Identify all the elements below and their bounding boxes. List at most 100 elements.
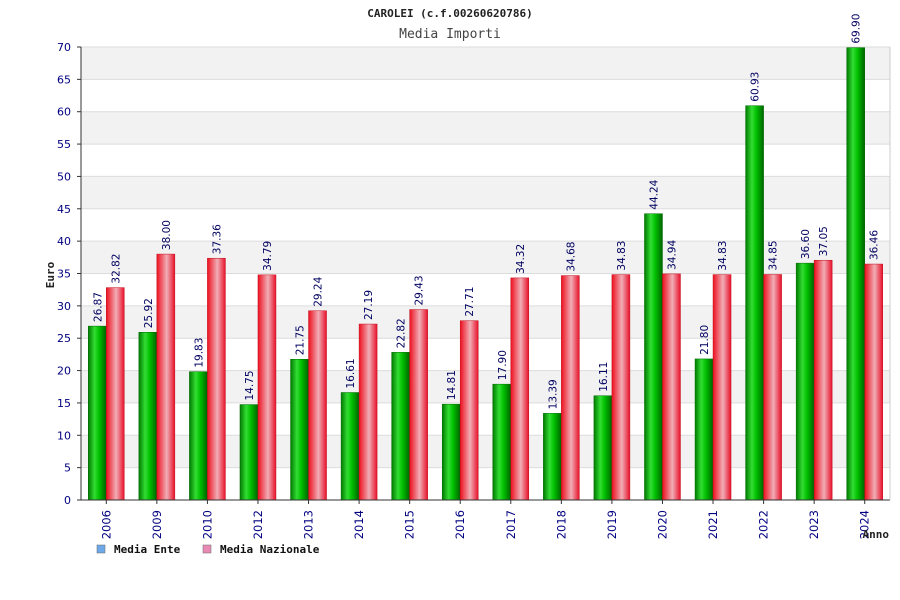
data-label: 37.05 bbox=[818, 226, 830, 256]
legend-label-media-ente: Media Ente bbox=[114, 543, 181, 556]
data-label: 16.61 bbox=[345, 358, 357, 388]
data-label: 38.00 bbox=[161, 220, 173, 250]
data-label: 44.24 bbox=[648, 179, 660, 209]
bar-media-ente-2013 bbox=[290, 358, 309, 501]
bar-media-ente-2023 bbox=[795, 262, 815, 501]
bar-media-ente-2021 bbox=[694, 358, 714, 501]
bar-media-nazionale-2024 bbox=[864, 263, 883, 501]
grid-band bbox=[81, 111, 890, 145]
chart-subtitle: Media Importi bbox=[399, 27, 501, 42]
axes bbox=[80, 47, 891, 501]
y-axis-ticks: 0 5 10 15 20 25 30 35 40 45 50 55 60 65 70 bbox=[57, 41, 81, 507]
bar-media-nazionale-2023 bbox=[813, 259, 833, 501]
bar-media-nazionale-2009 bbox=[156, 253, 176, 501]
data-label: 34.83 bbox=[616, 241, 628, 271]
y-tick-label: 15 bbox=[57, 397, 71, 410]
x-axis-label: Anno bbox=[863, 528, 890, 541]
bar-media-ente-2015 bbox=[391, 352, 410, 501]
data-label: 14.81 bbox=[446, 370, 458, 400]
x-tick-label: 2015 bbox=[403, 510, 417, 539]
data-label: 36.46 bbox=[869, 230, 881, 260]
bar-media-nazionale-2014 bbox=[358, 323, 378, 501]
bar-media-ente-2009 bbox=[138, 332, 158, 501]
y-tick-label: 55 bbox=[57, 138, 71, 151]
data-label: 32.82 bbox=[110, 254, 122, 284]
y-tick-label: 45 bbox=[57, 203, 71, 216]
bar-media-nazionale-2020 bbox=[662, 273, 681, 501]
bar-media-ente-2022 bbox=[745, 105, 764, 501]
bar-media-ente-2016 bbox=[441, 403, 461, 501]
data-label: 29.24 bbox=[313, 276, 325, 306]
bar-media-nazionale-2012 bbox=[257, 274, 277, 501]
x-tick-label: 2012 bbox=[251, 510, 265, 539]
x-tick-label: 2023 bbox=[807, 510, 821, 539]
data-label: 22.82 bbox=[396, 318, 408, 348]
bar-media-ente-2017 bbox=[492, 383, 512, 501]
x-tick-label: 2010 bbox=[200, 510, 214, 539]
x-tick-label: 2022 bbox=[757, 510, 771, 539]
y-tick-label: 10 bbox=[57, 429, 71, 442]
x-tick-label: 2017 bbox=[504, 510, 518, 539]
bar-media-nazionale-2017 bbox=[510, 277, 530, 501]
chart-title: CAROLEI (c.f.00260620786) bbox=[367, 7, 533, 20]
bar-media-ente-2014 bbox=[340, 392, 360, 501]
data-label: 26.87 bbox=[92, 292, 104, 322]
data-label: 21.80 bbox=[699, 325, 711, 355]
data-label: 34.83 bbox=[717, 241, 729, 271]
data-label: 69.90 bbox=[851, 14, 863, 44]
x-tick-label: 2019 bbox=[605, 510, 619, 539]
data-label: 13.39 bbox=[547, 379, 559, 409]
data-label: 37.36 bbox=[211, 224, 223, 254]
bar-media-nazionale-2013 bbox=[308, 310, 327, 501]
legend-label-media-nazionale: Media Nazionale bbox=[220, 543, 320, 556]
data-label: 34.32 bbox=[515, 244, 527, 274]
y-tick-label: 40 bbox=[57, 235, 71, 248]
y-axis-label: Euro bbox=[44, 261, 57, 288]
legend-swatch-media-ente bbox=[96, 544, 106, 554]
data-label: 19.83 bbox=[193, 338, 205, 368]
x-tick-label: 2006 bbox=[99, 510, 113, 539]
bar-media-nazionale-2006 bbox=[106, 287, 125, 501]
y-tick-label: 60 bbox=[57, 106, 71, 119]
y-tick-label: 70 bbox=[57, 41, 71, 54]
grid-band bbox=[81, 176, 890, 209]
x-axis-ticks: 2006 2009 2010 2012 2013 2014 2015 2016 2017 2018… bbox=[99, 500, 872, 539]
y-tick-label: 35 bbox=[57, 268, 71, 281]
data-label: 34.68 bbox=[565, 242, 577, 272]
y-tick-label: 30 bbox=[57, 300, 71, 313]
legend-swatch-media-nazionale bbox=[202, 544, 212, 554]
y-tick-label: 0 bbox=[64, 494, 71, 507]
data-label: 36.60 bbox=[800, 229, 812, 259]
bar-media-nazionale-2021 bbox=[712, 274, 732, 501]
data-label: 34.94 bbox=[666, 240, 678, 270]
y-tick-label: 20 bbox=[57, 365, 71, 378]
bar-media-ente-2020 bbox=[644, 213, 663, 501]
x-tick-label: 2024 bbox=[858, 510, 872, 539]
y-tick-label: 25 bbox=[57, 332, 71, 345]
bar-media-nazionale-2019 bbox=[611, 274, 631, 501]
legend: Media Ente Media Nazionale bbox=[96, 543, 320, 556]
data-label: 60.93 bbox=[750, 72, 762, 102]
x-tick-label: 2016 bbox=[453, 510, 467, 539]
data-label: 14.75 bbox=[244, 370, 256, 400]
x-tick-label: 2014 bbox=[352, 510, 366, 539]
y-tick-label: 65 bbox=[57, 73, 71, 86]
data-label: 34.85 bbox=[768, 240, 780, 270]
x-tick-label: 2013 bbox=[302, 510, 316, 539]
bar-media-ente-2006 bbox=[88, 325, 107, 501]
data-label: 16.11 bbox=[598, 362, 610, 392]
data-label: 34.79 bbox=[262, 241, 274, 271]
y-tick-label: 50 bbox=[57, 170, 71, 183]
data-label: 27.71 bbox=[464, 287, 476, 317]
x-tick-label: 2020 bbox=[655, 510, 669, 539]
bar-media-ente-2010 bbox=[189, 371, 208, 501]
bar-media-ente-2018 bbox=[543, 413, 562, 501]
data-label: 27.19 bbox=[363, 290, 375, 320]
bar-media-nazionale-2018 bbox=[561, 275, 580, 501]
data-label: 29.43 bbox=[414, 275, 426, 305]
bar-media-ente-2012 bbox=[239, 404, 259, 501]
data-label: 21.75 bbox=[295, 325, 307, 355]
bar-media-ente-2024 bbox=[846, 47, 865, 501]
bar-media-nazionale-2022 bbox=[763, 274, 782, 501]
